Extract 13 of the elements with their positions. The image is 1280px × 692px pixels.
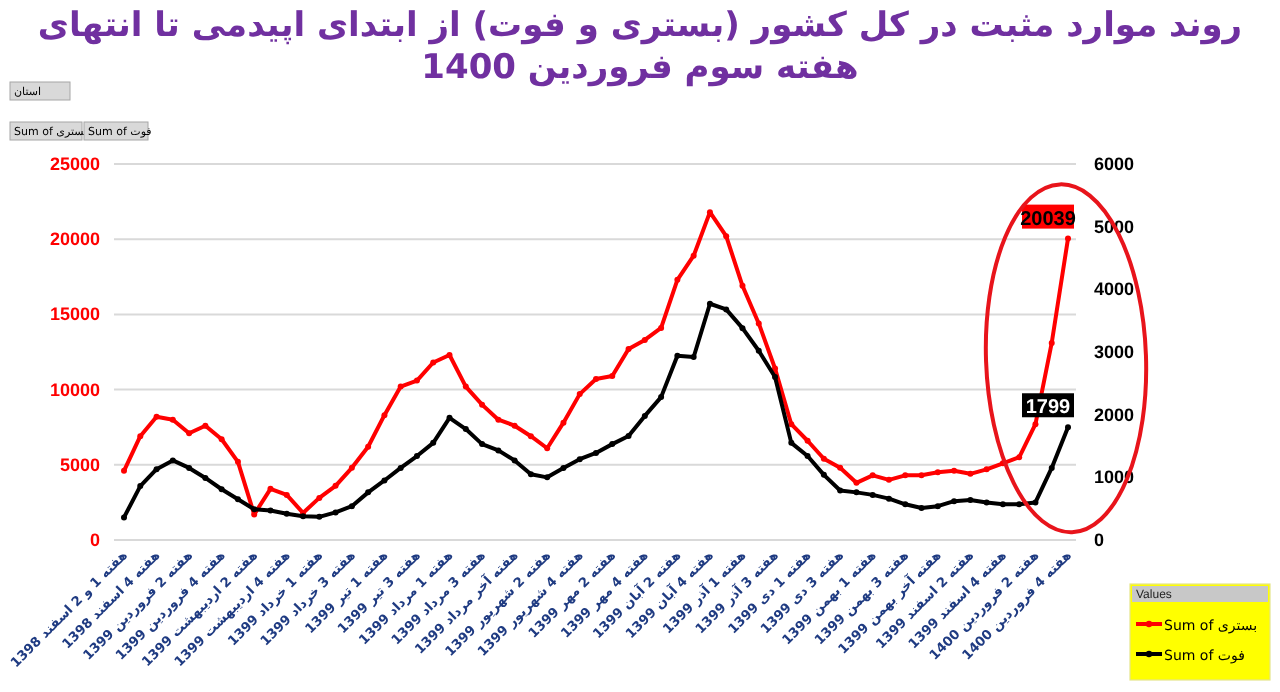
y2-tick-label: 4000: [1094, 279, 1135, 300]
y-tick-label: 20000: [49, 229, 100, 250]
y2-tick-label: 6000: [1094, 154, 1135, 174]
y2-tick-label: 2000: [1094, 404, 1135, 425]
y2-tick-label: 0: [1094, 530, 1105, 550]
data-label: 1799: [1025, 397, 1072, 420]
y-tick-label: 5000: [59, 454, 100, 475]
y-tick-label: 0: [89, 530, 100, 550]
chart-title: روند موارد مثبت در کل کشور (بستری و فوت) از ابتدای اپیدمی تا انتهای هفته سوم فروردین 1400: [37, 6, 1245, 88]
y2-tick-label: 3000: [1094, 342, 1135, 362]
y-tick-label: 25000: [49, 154, 100, 174]
y-tick-label: 15000: [49, 304, 100, 325]
y-tick-label: 10000: [49, 379, 100, 400]
